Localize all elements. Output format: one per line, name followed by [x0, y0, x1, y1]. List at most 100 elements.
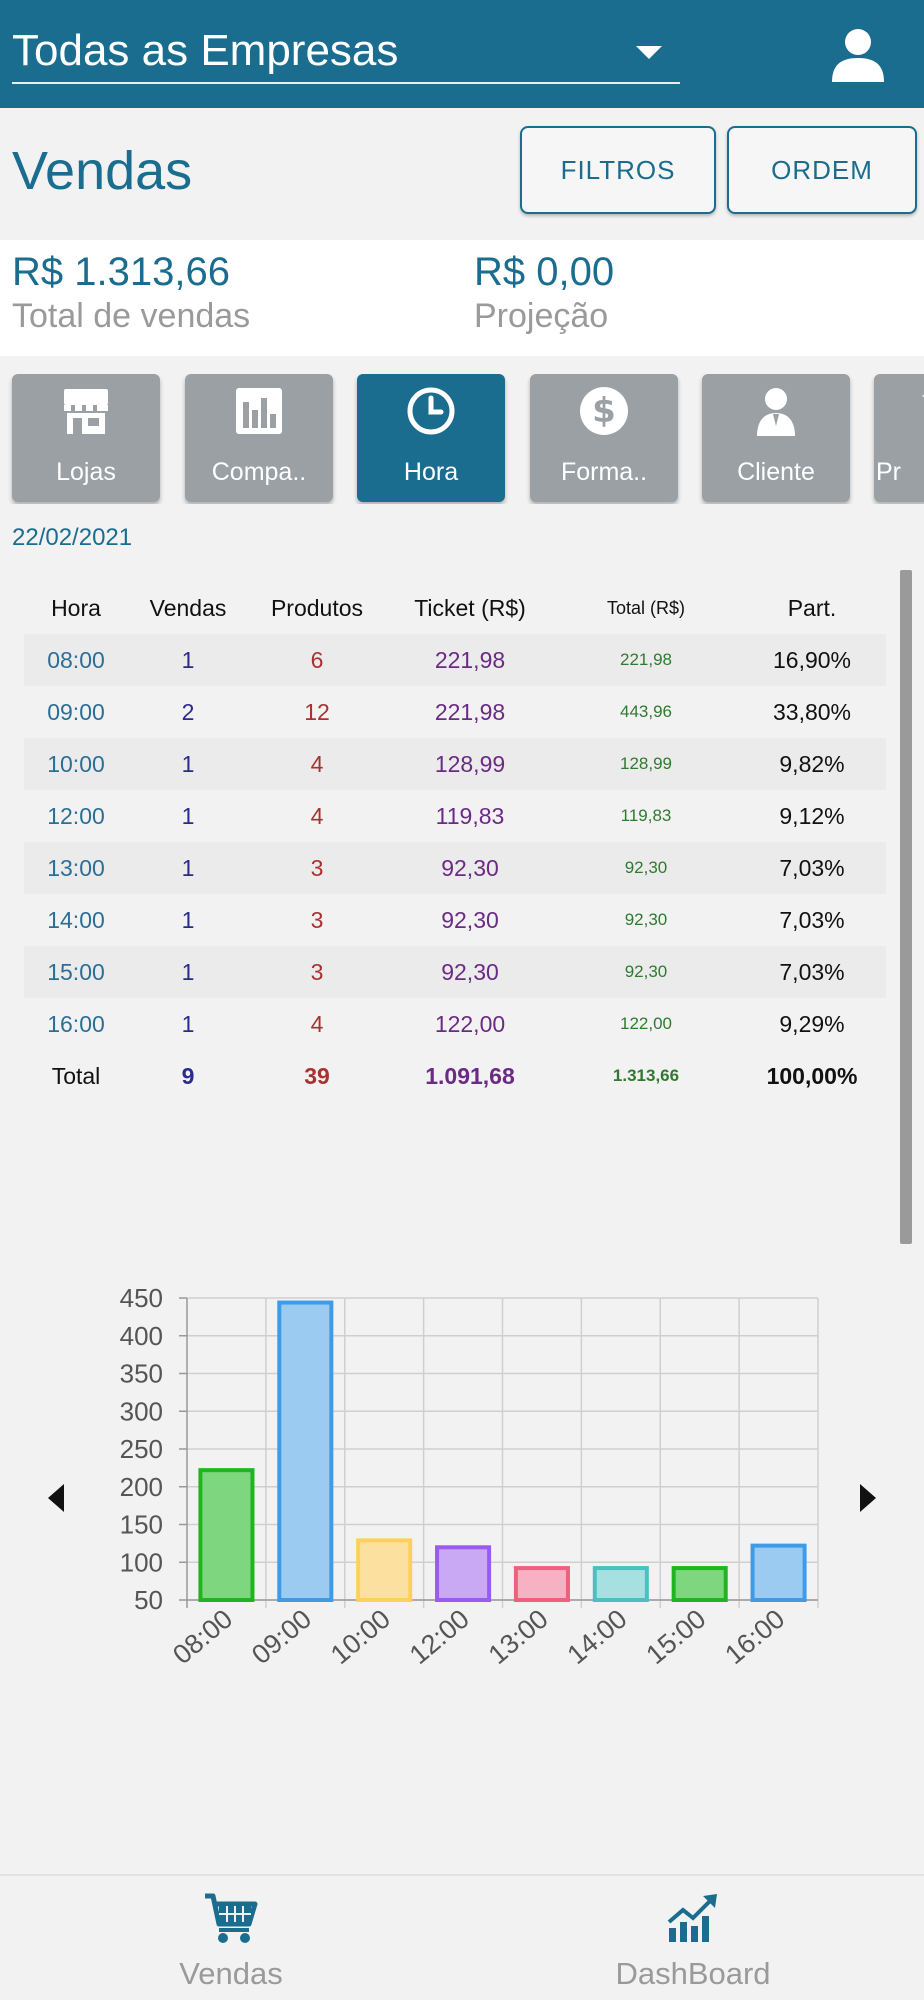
total-sales-value: R$ 1.313,66	[12, 250, 230, 294]
table-row: 10:00 1 4 128,99 128,99 9,82%	[24, 738, 886, 790]
sales-summary: R$ 1.313,66 Total de vendas R$ 0,00 Proj…	[0, 240, 924, 356]
cell-part: 16,90%	[772, 647, 851, 673]
cell-hora: 16:00	[47, 1011, 105, 1037]
cell-produtos: 4	[310, 1011, 324, 1037]
chart-bar[interactable]	[435, 1545, 492, 1602]
cell-part: 9,12%	[779, 803, 845, 829]
total-total: 1.313,66	[612, 1066, 680, 1085]
projection-block: R$ 0,00 Projeção	[474, 250, 614, 336]
store-icon	[64, 389, 108, 434]
user-icon[interactable]	[830, 28, 886, 82]
y-tick-label: 400	[120, 1321, 163, 1351]
tab-companies-label: Compa..	[211, 458, 307, 486]
cell-produtos: 12	[304, 699, 330, 725]
cell-total: 92,30	[624, 962, 668, 981]
cell-ticket: 92,30	[441, 855, 499, 881]
report-date: 22/02/2021	[12, 524, 133, 551]
cell-part: 7,03%	[779, 907, 845, 933]
cell-produtos: 4	[310, 751, 324, 777]
cell-part: 9,82%	[779, 751, 845, 777]
cell-hora: 13:00	[47, 855, 105, 881]
chevron-down-icon	[636, 46, 662, 59]
sales-by-hour-table: Hora Vendas Produtos Ticket (R$) Total (…	[24, 582, 886, 1102]
cell-ticket: 221,98	[434, 647, 506, 673]
cell-total: 443,96	[620, 702, 672, 721]
header-hora: Hora	[51, 595, 101, 621]
cell-total: 221,98	[620, 650, 672, 669]
y-tick-label: 150	[120, 1510, 163, 1540]
cell-ticket: 92,30	[441, 907, 499, 933]
table-row: 15:00 1 3 92,30 92,30 7,03%	[24, 946, 886, 998]
nav-dashboard[interactable]: DashBoard	[462, 1876, 924, 2000]
cell-part: 7,03%	[779, 855, 845, 881]
cell-vendas: 1	[181, 959, 195, 985]
cell-vendas: 2	[181, 699, 195, 725]
category-tabs: Lojas Compa.. Hora $ Forma.. Cliente	[0, 374, 924, 504]
chart-bar[interactable]	[671, 1566, 728, 1603]
table-row: 14:00 1 3 92,30 92,30 7,03%	[24, 894, 886, 946]
cell-produtos: 3	[310, 907, 324, 933]
cell-total: 119,83	[620, 806, 672, 825]
cell-part: 7,03%	[779, 959, 845, 985]
y-tick-label: 200	[120, 1472, 163, 1502]
cell-total: 92,30	[624, 858, 668, 877]
cell-ticket: 122,00	[434, 1011, 506, 1037]
cell-part: 9,29%	[779, 1011, 845, 1037]
cell-hora: 14:00	[47, 907, 105, 933]
cell-produtos: 3	[310, 959, 324, 985]
header-vendas: Vendas	[149, 595, 227, 621]
header-ticket: Ticket (R$)	[414, 595, 526, 621]
cell-hora: 09:00	[47, 699, 105, 725]
x-tick-label: 08:00	[167, 1604, 238, 1670]
bottom-navigation: Vendas DashBoard	[0, 1874, 924, 2000]
tab-lojas-label: Lojas	[56, 458, 116, 486]
nav-vendas[interactable]: Vendas	[0, 1876, 462, 2000]
cell-vendas: 1	[181, 803, 195, 829]
header-total: Total (R$)	[606, 598, 686, 618]
tab-lojas[interactable]: Lojas	[12, 374, 160, 502]
y-tick-label: 250	[120, 1434, 163, 1464]
table-scrollbar[interactable]	[900, 570, 912, 1244]
tab-partial[interactable]: Pr	[874, 374, 924, 502]
cell-hora: 08:00	[47, 647, 105, 673]
cell-hora: 15:00	[47, 959, 105, 985]
total-vendas: 9	[181, 1063, 195, 1089]
projection-value: R$ 0,00	[474, 250, 615, 294]
cell-vendas: 1	[181, 907, 195, 933]
tab-hora[interactable]: Hora	[357, 374, 505, 502]
sales-by-hour-chart: 50 100 150 200 250 300 350 400 450 08:00 09:00 10:0…	[120, 1283, 819, 1670]
x-tick-label: 10:00	[325, 1604, 396, 1670]
chart-bar[interactable]	[198, 1468, 255, 1602]
projection-label: Projeção	[474, 297, 609, 335]
bar-chart-icon	[236, 388, 282, 434]
y-tick-label: 100	[120, 1547, 163, 1577]
header-part: Part.	[787, 595, 837, 621]
page-title: Vendas	[12, 141, 193, 201]
cell-ticket: 119,83	[435, 803, 505, 829]
filters-button[interactable]: FILTROS	[520, 126, 716, 214]
dollar-icon: $	[580, 387, 628, 435]
tab-payment-form[interactable]: $ Forma..	[530, 374, 678, 502]
chart-bar[interactable]	[592, 1566, 649, 1603]
chart-bar[interactable]	[277, 1300, 334, 1602]
chart-next-arrow-icon[interactable]	[860, 1484, 876, 1512]
x-tick-label: 13:00	[483, 1604, 554, 1670]
y-tick-label: 300	[120, 1396, 163, 1426]
company-selector[interactable]: Todas as Empresas	[12, 18, 680, 84]
nav-dashboard-label: DashBoard	[615, 1956, 771, 1991]
y-tick-label: 450	[120, 1283, 163, 1313]
x-tick-label: 16:00	[719, 1604, 790, 1670]
cell-produtos: 4	[310, 803, 324, 829]
table-row: 13:00 1 3 92,30 92,30 7,03%	[24, 842, 886, 894]
chart-prev-arrow-icon[interactable]	[48, 1484, 64, 1512]
chart-bar[interactable]	[750, 1543, 807, 1603]
chart-bar[interactable]	[513, 1566, 570, 1603]
order-button[interactable]: ORDEM	[727, 126, 917, 214]
tab-companies[interactable]: Compa..	[185, 374, 333, 502]
svg-text:$: $	[592, 391, 616, 431]
cell-produtos: 6	[310, 647, 324, 673]
tab-cliente[interactable]: Cliente	[702, 374, 850, 502]
chart-bar[interactable]	[356, 1538, 413, 1602]
cell-ticket: 92,30	[441, 959, 499, 985]
x-tick-label: 14:00	[562, 1604, 633, 1670]
